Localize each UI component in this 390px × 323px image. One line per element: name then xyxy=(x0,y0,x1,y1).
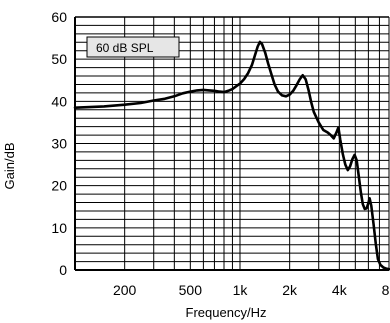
x-tick-label: 2k xyxy=(282,282,298,298)
x-tick-label: 500 xyxy=(179,282,203,298)
y-tick-label: 50 xyxy=(51,51,67,67)
plot-axes xyxy=(74,16,389,271)
x-tick-label: 8k xyxy=(382,282,390,298)
legend-label: 60 dB SPL xyxy=(96,41,154,55)
y-axis-title: Gain/dB xyxy=(2,143,17,190)
y-tick-label: 60 xyxy=(51,9,67,25)
tick-labels: 0 10 20 30 40 50 60 200 500 1k 2k 4k 8k xyxy=(51,9,390,298)
y-tick-label: 40 xyxy=(51,93,67,109)
grid-lines xyxy=(75,17,390,270)
x-axis-title: Frequency/Hz xyxy=(186,305,267,320)
chart-legend: 60 dB SPL xyxy=(86,36,180,58)
legend-box xyxy=(86,36,180,58)
y-tick-label: 30 xyxy=(51,136,67,152)
series-layer xyxy=(73,40,390,271)
x-tick-label: 1k xyxy=(233,282,249,298)
x-tick-label: 4k xyxy=(332,282,348,298)
y-tick-label: 0 xyxy=(59,262,67,278)
x-tick-label: 200 xyxy=(113,282,137,298)
response-curve xyxy=(73,40,390,271)
y-tick-label: 10 xyxy=(51,220,67,236)
y-tick-label: 20 xyxy=(51,178,67,194)
